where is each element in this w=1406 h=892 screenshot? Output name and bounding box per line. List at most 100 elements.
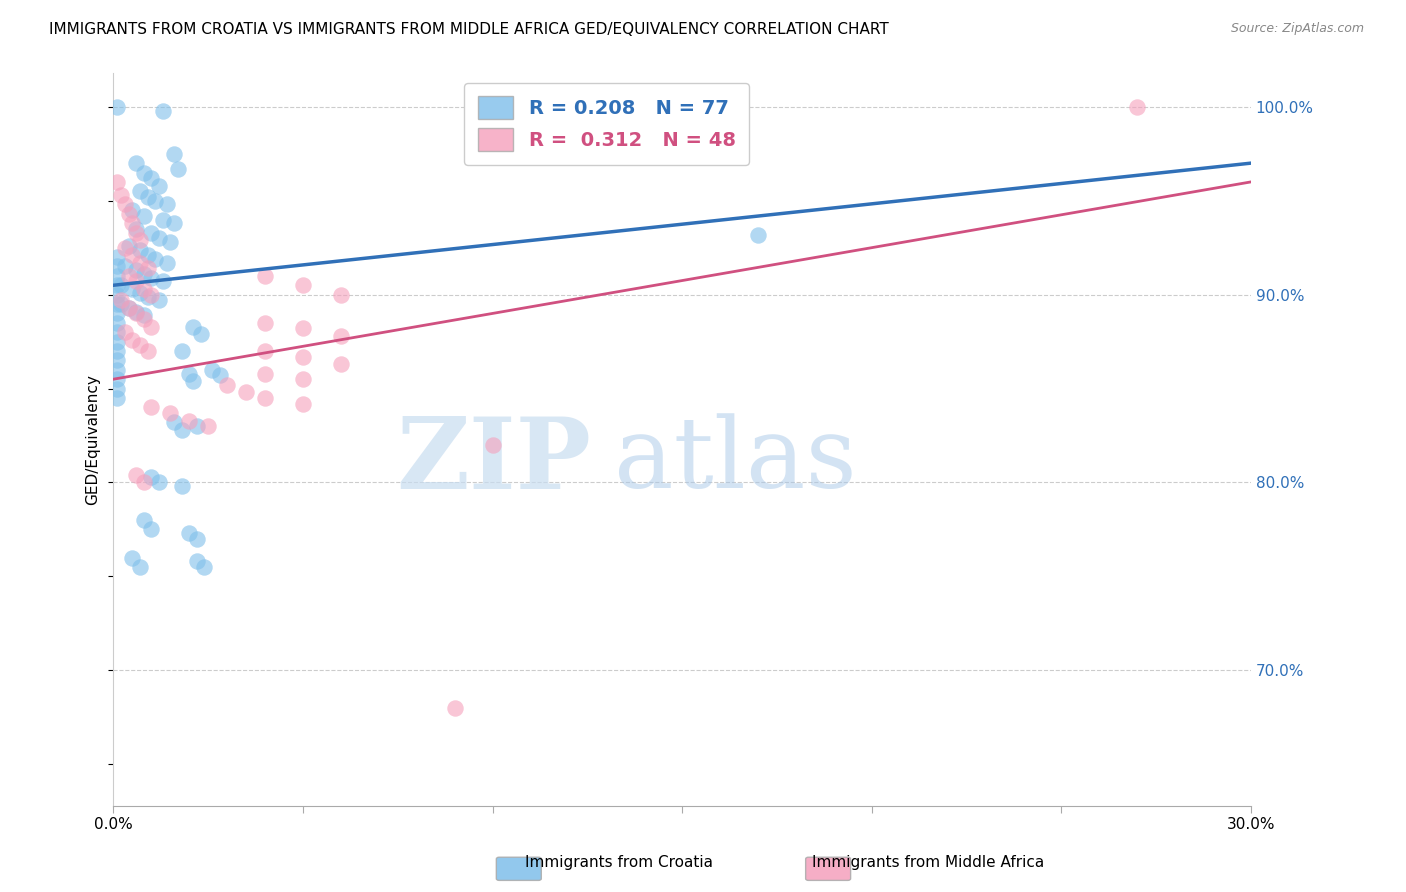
Point xyxy=(105,287,128,301)
Point xyxy=(159,235,181,249)
Point xyxy=(141,470,163,484)
Point xyxy=(186,532,208,546)
Point xyxy=(110,278,132,293)
Point xyxy=(114,260,136,274)
Point xyxy=(254,391,277,405)
Point xyxy=(129,285,152,300)
Point xyxy=(125,222,148,236)
Point xyxy=(105,391,128,405)
Point xyxy=(330,287,353,301)
Point xyxy=(105,343,128,358)
Point xyxy=(747,227,769,242)
Point xyxy=(1126,100,1149,114)
Point xyxy=(148,231,170,245)
Point xyxy=(125,467,148,482)
Point xyxy=(132,475,155,490)
Point xyxy=(152,212,174,227)
Point xyxy=(167,161,190,176)
Text: Source: ZipAtlas.com: Source: ZipAtlas.com xyxy=(1230,22,1364,36)
Point xyxy=(143,194,166,208)
Point xyxy=(125,306,148,320)
Point xyxy=(292,350,315,364)
Point xyxy=(179,367,201,381)
Point xyxy=(129,338,152,352)
Point xyxy=(125,156,148,170)
Text: IMMIGRANTS FROM CROATIA VS IMMIGRANTS FROM MIDDLE AFRICA GED/EQUIVALENCY CORRELA: IMMIGRANTS FROM CROATIA VS IMMIGRANTS FR… xyxy=(49,22,889,37)
Point xyxy=(186,419,208,434)
Point xyxy=(105,325,128,339)
Point xyxy=(155,197,177,211)
Point xyxy=(254,316,277,330)
Point xyxy=(190,327,212,342)
Point xyxy=(136,248,159,262)
Point xyxy=(118,239,141,253)
Point xyxy=(170,423,193,437)
Point xyxy=(118,268,141,283)
Text: ZIP: ZIP xyxy=(396,413,591,509)
Text: Immigrants from Croatia: Immigrants from Croatia xyxy=(524,855,713,870)
Point xyxy=(114,197,136,211)
Point xyxy=(159,406,181,420)
Point xyxy=(292,396,315,410)
Point xyxy=(148,475,170,490)
Point xyxy=(105,306,128,320)
Point xyxy=(292,278,315,293)
Point xyxy=(105,260,128,274)
Point xyxy=(181,319,204,334)
Point xyxy=(170,343,193,358)
Point xyxy=(443,701,465,715)
Point xyxy=(330,329,353,343)
Point xyxy=(125,263,148,277)
Point xyxy=(181,374,204,388)
Point xyxy=(141,270,163,285)
Point xyxy=(125,304,148,318)
Point xyxy=(114,241,136,255)
Point xyxy=(201,363,224,377)
Point xyxy=(197,419,219,434)
Point xyxy=(163,216,186,230)
Point xyxy=(105,353,128,368)
Point xyxy=(105,363,128,377)
Point xyxy=(143,252,166,266)
Point xyxy=(141,226,163,240)
Point xyxy=(170,479,193,493)
Point xyxy=(235,385,257,400)
Point xyxy=(105,334,128,349)
Point xyxy=(152,103,174,118)
Text: atlas: atlas xyxy=(614,413,856,509)
Point xyxy=(136,289,159,303)
Point xyxy=(132,165,155,179)
Point xyxy=(141,287,163,301)
Point xyxy=(141,401,163,415)
Legend: R = 0.208   N = 77, R =  0.312   N = 48: R = 0.208 N = 77, R = 0.312 N = 48 xyxy=(464,83,749,164)
Point xyxy=(121,203,143,218)
Point xyxy=(132,308,155,322)
Point xyxy=(105,175,128,189)
Point xyxy=(292,321,315,335)
Point xyxy=(132,209,155,223)
Point xyxy=(129,233,152,247)
Y-axis label: GED/Equivalency: GED/Equivalency xyxy=(86,374,100,505)
Point xyxy=(141,319,163,334)
Point xyxy=(179,413,201,427)
Point xyxy=(152,275,174,289)
Point xyxy=(163,416,186,430)
Point xyxy=(129,256,152,270)
Point xyxy=(110,188,132,202)
Point xyxy=(141,523,163,537)
Point xyxy=(105,297,128,311)
Point xyxy=(136,343,159,358)
Point xyxy=(121,550,143,565)
Point xyxy=(105,268,128,283)
Point xyxy=(105,250,128,264)
Point xyxy=(129,243,152,257)
Point xyxy=(121,216,143,230)
Point xyxy=(105,278,128,293)
Point xyxy=(292,372,315,386)
Point xyxy=(208,368,231,383)
Point xyxy=(121,282,143,296)
Point xyxy=(254,367,277,381)
Point xyxy=(105,372,128,386)
Point xyxy=(118,301,141,315)
Point xyxy=(136,261,159,276)
